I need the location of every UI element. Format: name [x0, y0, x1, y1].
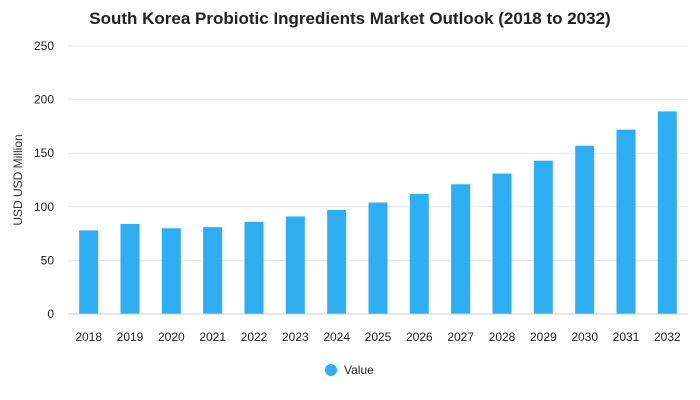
legend: Value: [325, 363, 374, 377]
chart-title: South Korea Probiotic Ingredients Market…: [89, 9, 610, 28]
x-tick-label: 2022: [241, 330, 268, 344]
x-tick-label: 2018: [75, 330, 102, 344]
y-tick-label: 100: [34, 200, 54, 214]
x-tick-label: 2024: [323, 330, 350, 344]
x-tick-label: 2023: [282, 330, 309, 344]
legend-label: Value: [344, 363, 374, 377]
bar-2027[interactable]: [451, 184, 471, 314]
bar-2026[interactable]: [409, 193, 429, 314]
bar-2022[interactable]: [244, 221, 264, 314]
x-tick-label: 2030: [571, 330, 598, 344]
bars: [79, 111, 677, 314]
bar-2023[interactable]: [285, 216, 305, 314]
x-tick-label: 2021: [199, 330, 226, 344]
bar-2032[interactable]: [657, 111, 677, 314]
legend-swatch: [325, 364, 337, 376]
y-tick-label: 0: [47, 307, 54, 321]
bar-2020[interactable]: [161, 228, 181, 314]
y-tick-label: 250: [34, 39, 54, 53]
bar-2019[interactable]: [120, 223, 140, 314]
x-tick-label: 2029: [530, 330, 557, 344]
x-tick-label: 2026: [406, 330, 433, 344]
y-tick-label: 200: [34, 93, 54, 107]
x-tick-label: 2031: [613, 330, 640, 344]
y-axis-ticks: 0 50 100 150 200 250: [34, 39, 54, 321]
bar-2018[interactable]: [79, 230, 99, 314]
x-tick-label: 2019: [117, 330, 144, 344]
x-tick-label: 2025: [365, 330, 392, 344]
y-axis-label: USD USD Million: [11, 134, 25, 225]
bar-2028[interactable]: [492, 173, 512, 314]
x-tick-label: 2028: [489, 330, 516, 344]
bar-2021[interactable]: [203, 227, 223, 314]
bar-2029[interactable]: [533, 160, 553, 314]
x-tick-label: 2027: [447, 330, 474, 344]
bar-2030[interactable]: [575, 145, 595, 314]
x-axis-ticks: 2018 2019 2020 2021 2022 2023 2024 2025 2026 2027…: [75, 330, 681, 344]
y-tick-label: 50: [41, 253, 55, 267]
bar-2025[interactable]: [368, 202, 388, 314]
x-tick-label: 2020: [158, 330, 185, 344]
bar-2024[interactable]: [327, 210, 347, 314]
x-tick-label: 2032: [654, 330, 681, 344]
bar-2031[interactable]: [616, 129, 636, 314]
y-tick-label: 150: [34, 146, 54, 160]
